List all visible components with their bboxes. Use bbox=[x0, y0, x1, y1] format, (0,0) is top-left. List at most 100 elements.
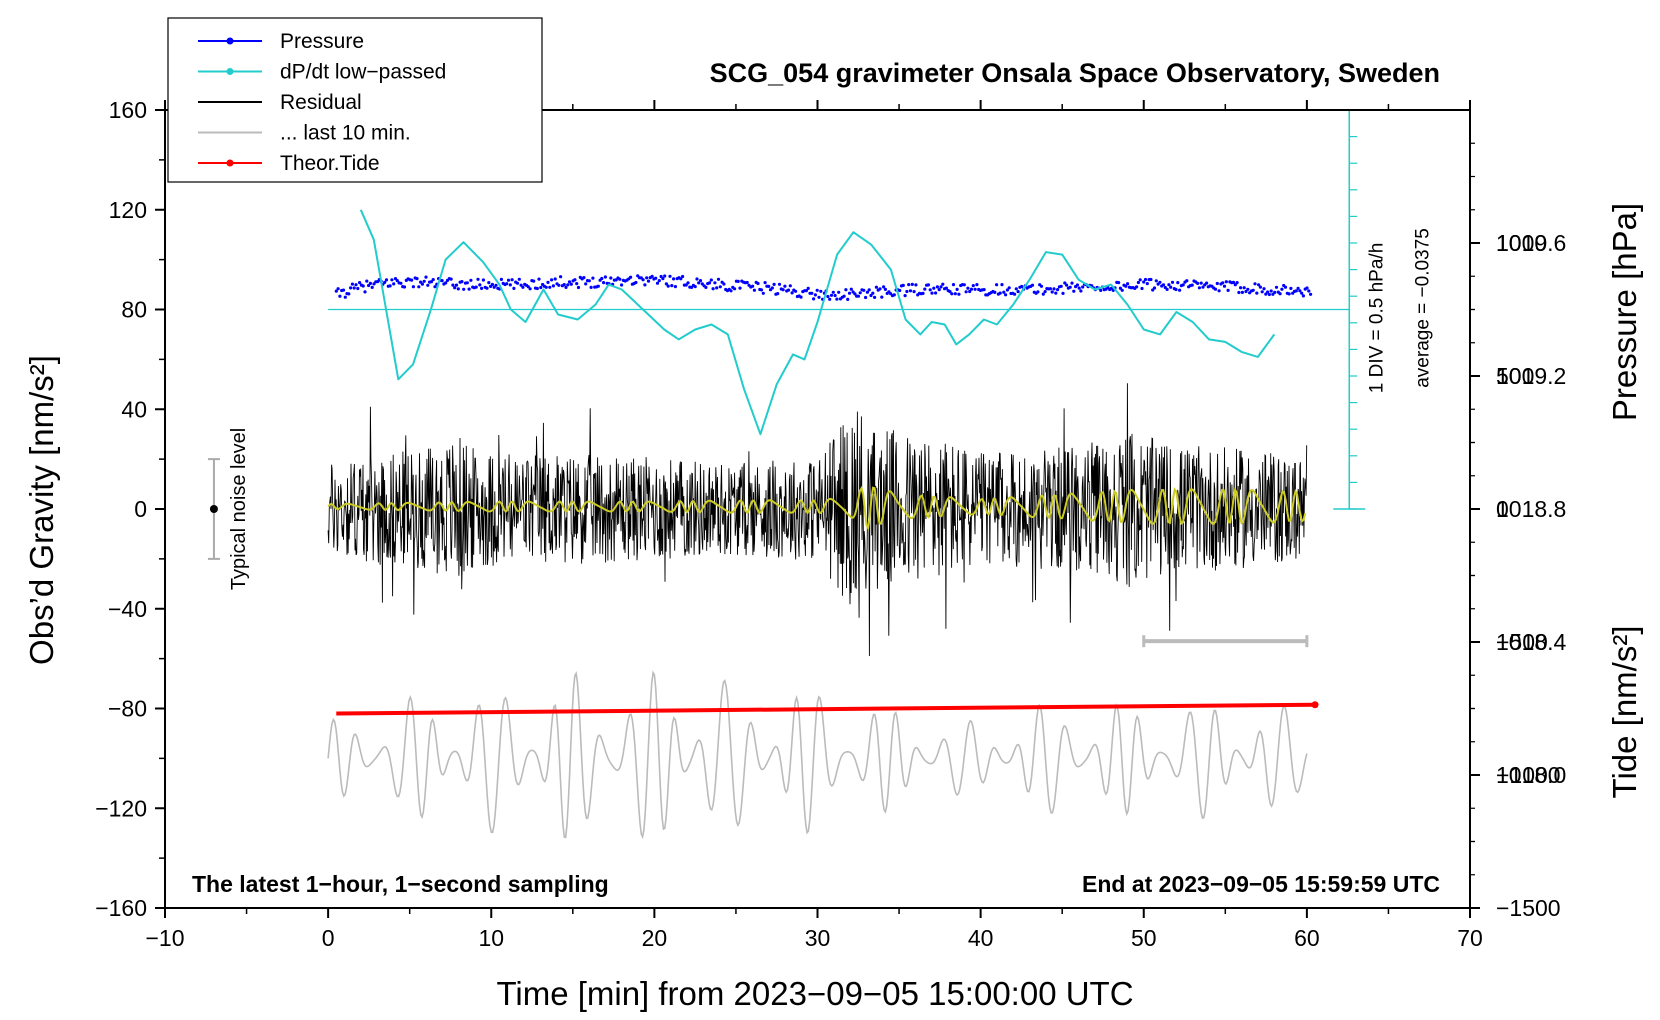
pressure-point bbox=[722, 282, 726, 286]
pressure-point bbox=[679, 277, 683, 281]
pressure-point bbox=[837, 290, 841, 294]
pressure-point bbox=[1239, 286, 1243, 290]
pressure-point bbox=[880, 295, 884, 299]
average-label: average = −0.0375 bbox=[1412, 228, 1433, 388]
pressure-point bbox=[1267, 292, 1271, 297]
pressure-point bbox=[537, 277, 541, 281]
pressure-point bbox=[767, 284, 771, 288]
pressure-point bbox=[575, 282, 579, 286]
pressure-point bbox=[657, 279, 661, 283]
pressure-point bbox=[395, 279, 399, 283]
pressure-point bbox=[1242, 286, 1246, 290]
pressure-point bbox=[1244, 289, 1248, 294]
pressure-point bbox=[826, 294, 830, 299]
pressure-point bbox=[596, 284, 600, 288]
pressure-point bbox=[349, 286, 353, 290]
last10-line bbox=[327, 670, 1308, 840]
pressure-point bbox=[953, 292, 957, 296]
pressure-point bbox=[831, 290, 835, 294]
tide-end-point bbox=[1311, 701, 1319, 709]
pressure-point bbox=[528, 287, 532, 291]
tide-tick-label: 500 bbox=[1496, 363, 1534, 389]
dpdt-line bbox=[359, 209, 1276, 436]
pressure-point bbox=[698, 279, 703, 283]
pressure-point bbox=[1117, 281, 1121, 285]
tide-line bbox=[336, 702, 1316, 716]
pressure-point bbox=[1039, 284, 1044, 288]
tide-tick-label: 0 bbox=[1496, 496, 1509, 522]
pressure-point bbox=[356, 286, 360, 291]
pressure-point bbox=[697, 281, 701, 285]
pressure-point bbox=[1065, 283, 1069, 287]
pressure-point bbox=[454, 283, 459, 287]
x-tick-label: 60 bbox=[1294, 925, 1320, 951]
pressure-point bbox=[1120, 288, 1124, 292]
pressure-point bbox=[752, 288, 757, 292]
pressure-point bbox=[1205, 281, 1209, 285]
pressure-point bbox=[813, 293, 818, 297]
pressure-point bbox=[962, 283, 966, 287]
residual-series bbox=[327, 383, 1308, 657]
pressure-point bbox=[878, 287, 882, 291]
pressure-point bbox=[804, 289, 809, 293]
pressure-point bbox=[399, 281, 403, 285]
pressure-point bbox=[910, 282, 914, 286]
pressure-point bbox=[566, 283, 570, 287]
pressure-point bbox=[1070, 281, 1074, 285]
pressure-tick-label: 1019.2 bbox=[1496, 363, 1566, 389]
pressure-point bbox=[707, 281, 712, 285]
pressure-point bbox=[1170, 280, 1175, 284]
smoothed-residual-series bbox=[327, 485, 1307, 532]
pressure-point bbox=[388, 284, 392, 288]
pressure-point bbox=[686, 281, 690, 285]
pressure-point bbox=[1068, 285, 1072, 289]
pressure-point bbox=[1213, 287, 1218, 291]
pressure-point bbox=[964, 290, 968, 294]
pressure-point bbox=[1013, 292, 1017, 296]
legend-label: Theor.Tide bbox=[280, 152, 380, 175]
pressure-point bbox=[1221, 281, 1225, 285]
pressure-point bbox=[587, 279, 591, 283]
pressure-point bbox=[1224, 280, 1228, 284]
pressure-point bbox=[934, 291, 938, 295]
pressure-point bbox=[402, 285, 407, 289]
pressure-point bbox=[1041, 292, 1045, 296]
pressure-point bbox=[892, 293, 896, 297]
pressure-point bbox=[898, 288, 902, 293]
pressure-point bbox=[620, 283, 624, 287]
pressure-point bbox=[1002, 290, 1006, 294]
pressure-point bbox=[847, 291, 852, 295]
pressure-point bbox=[1154, 279, 1158, 283]
pressure-point bbox=[864, 295, 868, 300]
pressure-point bbox=[336, 287, 340, 291]
pressure-point bbox=[1274, 285, 1279, 289]
tide-tick-label: −1500 bbox=[1496, 895, 1561, 921]
y-tick-label: 80 bbox=[121, 297, 147, 323]
pressure-point bbox=[515, 281, 520, 285]
pressure-point bbox=[451, 283, 455, 287]
pressure-point bbox=[862, 288, 866, 292]
pressure-point bbox=[1167, 283, 1171, 287]
tide-series bbox=[336, 701, 1319, 716]
pressure-point bbox=[926, 283, 931, 287]
pressure-point bbox=[1235, 281, 1239, 285]
pressure-point bbox=[567, 280, 572, 284]
pressure-point bbox=[576, 285, 581, 290]
pressure-point bbox=[815, 288, 819, 292]
dpdt-series bbox=[328, 209, 1350, 436]
pressure-point bbox=[1246, 287, 1250, 291]
pressure-point bbox=[600, 276, 604, 281]
pressure-point bbox=[467, 287, 471, 291]
pressure-point bbox=[1016, 290, 1020, 294]
pressure-point bbox=[519, 283, 523, 287]
pressure-point bbox=[629, 275, 633, 279]
pressure-point bbox=[770, 286, 774, 290]
pressure-point bbox=[1063, 281, 1067, 285]
pressure-point bbox=[1178, 288, 1182, 292]
pressure-point bbox=[715, 286, 719, 290]
pressure-point bbox=[867, 288, 871, 292]
pressure-point bbox=[1309, 292, 1313, 296]
pressure-point bbox=[429, 280, 433, 284]
legend-marker bbox=[226, 37, 234, 45]
